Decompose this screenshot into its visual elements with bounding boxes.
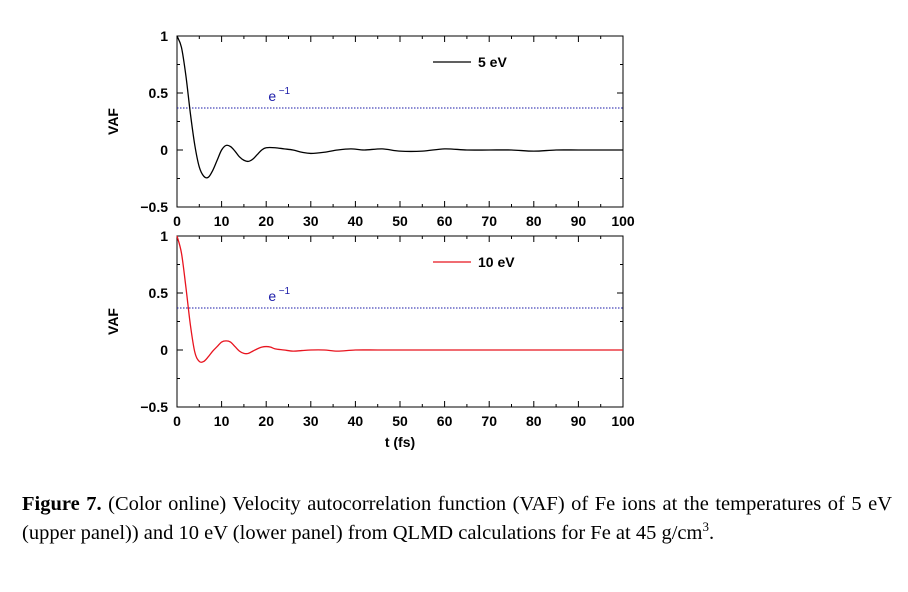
x-tick-label: 50 [392,213,408,229]
caption-superscript: 3 [702,519,709,535]
upper-panel: 0 10 20 30 40 50 60 70 80 90 100 1 0.5 0 −0.5 VAF e −1 5 e… [105,28,635,229]
legend-label: 5 eV [478,54,507,70]
legend-label: 10 eV [478,254,515,270]
y-tick-label: 1 [160,228,168,244]
lower-panel: 0 10 20 30 40 50 60 70 80 90 100 1 0.5 0 −0.5 VAF t (fs)… [105,228,635,450]
figure-caption: Figure 7. (Color online) Velocity autoco… [22,490,892,548]
y-tick-label: 0.5 [149,85,169,101]
x-tick-label: 10 [214,413,230,429]
x-tick-label: 80 [526,413,542,429]
x-tick-label: 0 [173,413,181,429]
y-axis-label: VAF [105,308,121,335]
x-tick-label: 80 [526,213,542,229]
caption-label: Figure 7. [22,493,102,515]
caption-tail: . [708,522,715,544]
x-tick-label: 20 [258,413,274,429]
y-tick-label: −0.5 [140,199,168,215]
reference-label: e [268,88,276,104]
x-tick-label: 40 [348,413,364,429]
reference-label-exponent: −1 [279,86,291,97]
x-tick-label: 70 [481,413,497,429]
x-tick-label: 70 [481,213,497,229]
y-tick-label: 0 [160,142,168,158]
y-tick-label: 0 [160,342,168,358]
x-tick-label: 60 [437,413,453,429]
y-tick-label: −0.5 [140,399,168,415]
plot-frame [176,35,624,208]
x-tick-label: 40 [348,213,364,229]
x-tick-label: 100 [611,213,635,229]
reference-label: e [268,288,276,304]
x-tick-label: 90 [571,213,587,229]
x-tick-label: 50 [392,413,408,429]
x-tick-label: 30 [303,413,319,429]
plot-frame [176,235,624,408]
x-tick-label: 0 [173,213,181,229]
x-tick-label: 60 [437,213,453,229]
y-axis-label: VAF [105,108,121,135]
x-tick-label: 100 [611,413,635,429]
caption-text: (Color online) Velocity autocorrelation … [22,493,892,544]
x-axis-label: t (fs) [385,434,415,450]
x-tick-label: 10 [214,213,230,229]
series-line [176,35,623,179]
y-tick-label: 0.5 [149,285,169,301]
reference-label-exponent: −1 [279,286,291,297]
series-line [176,235,623,363]
y-tick-label: 1 [160,28,168,44]
x-tick-label: 20 [258,213,274,229]
x-tick-label: 90 [571,413,587,429]
x-tick-label: 30 [303,213,319,229]
